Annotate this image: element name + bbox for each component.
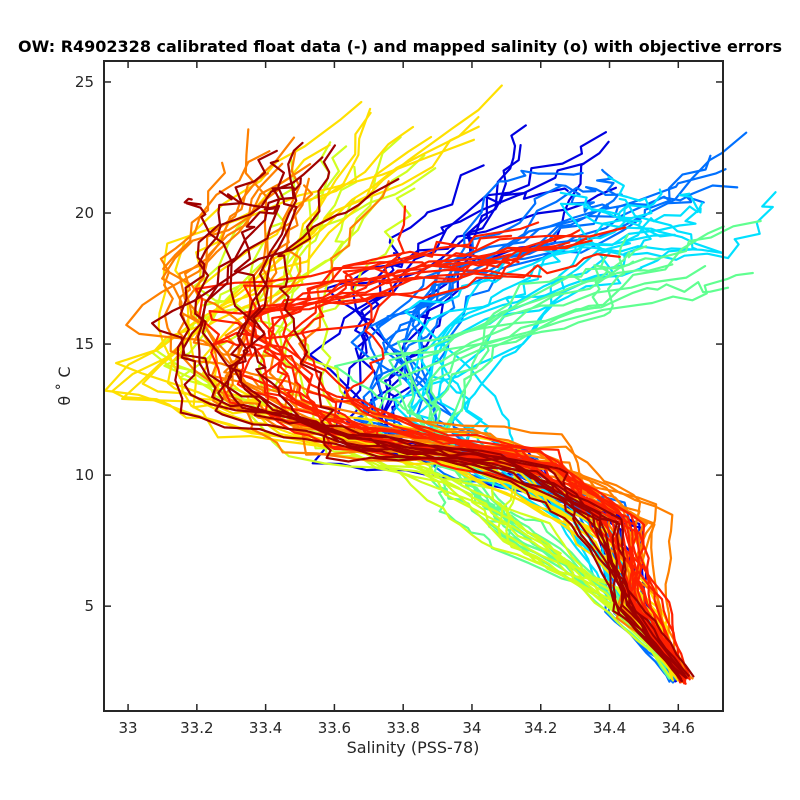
x-tick-label: 33.4 [249,719,282,737]
profile-line [243,239,684,679]
profile-lines [104,84,777,685]
profile-line [259,237,687,680]
profile-line [441,191,777,676]
x-tick-label: 33.6 [318,719,351,737]
axes-box [103,60,724,712]
y-tick-label: 25 [75,73,94,91]
profile-line [194,156,683,683]
y-tick-label: 10 [75,466,94,484]
profile-line [180,177,683,682]
x-tick-label: 33.2 [180,719,213,737]
x-tick-label: 33.8 [386,719,419,737]
profile-line [437,204,680,677]
chart-title: OW: R4902328 calibrated float data (-) a… [18,37,782,56]
x-tick-label: 34 [462,719,481,737]
profile-line [223,177,683,684]
profile-line [434,202,674,678]
profile-line [404,175,679,679]
y-axis-label: θ ˚ C [55,366,74,405]
profile-line [239,258,685,679]
profile-line [183,197,690,677]
profile-line [151,144,687,679]
profile-line [193,203,682,678]
y-tick-label: 15 [75,335,94,353]
x-tick-label: 34.4 [593,719,626,737]
axes: 33 33.2 33.4 33.6 33.8 34 34.2 34.4 34.6 5 10 15 20 2… [75,60,724,737]
y-tick-label: 20 [75,204,94,222]
x-tick-label: 34.6 [662,719,695,737]
x-axis-label: Salinity (PSS-78) [347,738,480,757]
profile-line [208,229,684,676]
profile-line [277,178,686,676]
x-tick-label: 34.2 [524,719,557,737]
x-tick-label: 33 [119,719,138,737]
y-tick-label: 5 [84,597,94,615]
